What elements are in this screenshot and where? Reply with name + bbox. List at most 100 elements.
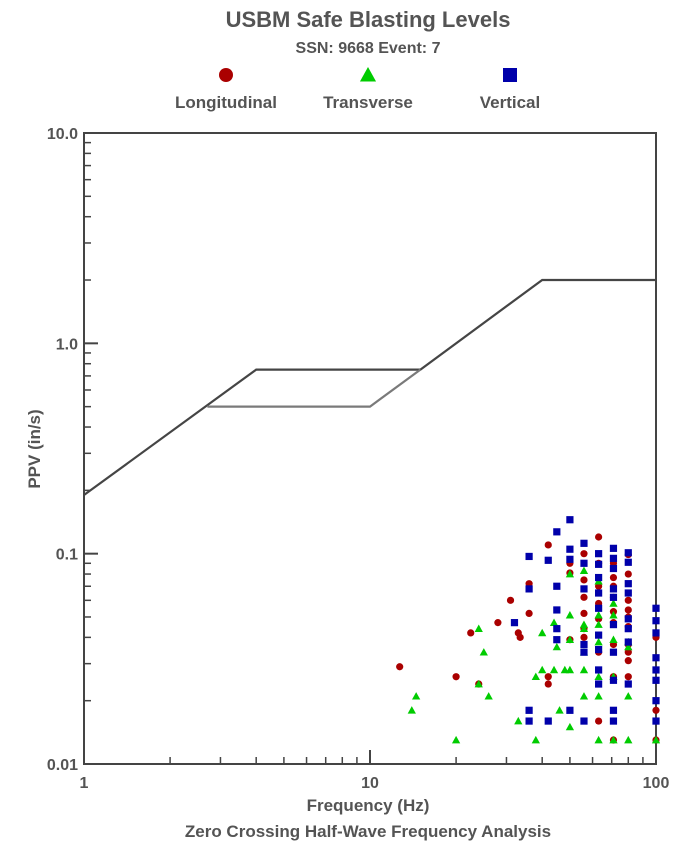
vertical-point	[624, 558, 632, 566]
x-axis-sublabel: Zero Crossing Half-Wave Frequency Analys…	[185, 822, 551, 841]
y-axis-label: PPV (in/s)	[25, 409, 44, 488]
vertical-legend-marker	[503, 68, 517, 82]
transverse-point	[407, 706, 416, 714]
transverse-point	[451, 735, 461, 744]
transverse-point	[565, 665, 575, 674]
transverse-point	[565, 635, 575, 643]
vertical-point	[566, 555, 574, 563]
vertical-point	[553, 636, 561, 644]
longitudinal-point	[624, 673, 632, 681]
transverse-point	[609, 599, 618, 607]
transverse-point	[531, 672, 540, 681]
vertical-point	[609, 554, 618, 562]
transverse-point	[538, 628, 547, 637]
transverse-legend-marker	[359, 66, 377, 82]
vertical-point	[595, 666, 603, 674]
transverse-point	[579, 620, 589, 628]
vertical-point	[566, 706, 574, 714]
vertical-point	[580, 585, 588, 593]
vertical-point	[595, 631, 603, 639]
longitudinal-point	[609, 573, 618, 582]
legend: Longitudinal Transverse Vertical	[175, 66, 541, 112]
vertical-point	[652, 717, 660, 725]
vertical-point	[624, 615, 632, 623]
longitudinal-point	[580, 633, 588, 641]
vertical-point	[609, 648, 618, 656]
y-tick-label: 10.0	[47, 126, 78, 143]
safe-level-lines	[83, 278, 656, 496]
transverse-point	[549, 618, 559, 626]
vertical-legend-label: Vertical	[480, 93, 541, 112]
transverse-point	[565, 569, 575, 578]
vertical-point	[652, 676, 660, 684]
longitudinal-point	[452, 673, 460, 681]
longitudinal-point	[396, 663, 404, 671]
vertical-point	[595, 560, 603, 568]
transverse-point	[609, 611, 618, 619]
vertical-point	[624, 638, 632, 646]
longitudinal-point	[595, 717, 603, 725]
vertical-point	[624, 589, 632, 597]
vertical-point	[566, 545, 574, 553]
vertical-point	[624, 680, 632, 688]
vertical-point	[580, 648, 588, 656]
vertical-point	[595, 550, 603, 558]
transverse-point	[651, 735, 661, 744]
vertical-point	[566, 516, 574, 524]
transverse-point	[555, 706, 564, 714]
limit-line-upper	[83, 278, 656, 496]
longitudinal-point	[467, 629, 475, 637]
longitudinal-point	[506, 596, 515, 604]
y-tick-label: 1.0	[56, 336, 78, 353]
vertical-point	[595, 604, 603, 612]
transverse-point	[538, 665, 547, 674]
transverse-point	[594, 692, 603, 700]
longitudinal-legend-marker	[219, 68, 233, 82]
x-tick-label: 1	[80, 775, 89, 792]
vertical-point	[580, 717, 588, 725]
transverse-point	[484, 692, 493, 700]
y-tick-label: 0.1	[56, 547, 78, 564]
chart-subtitle: SSN: 9668 Event: 7	[296, 40, 441, 57]
vertical-point	[624, 549, 632, 557]
x-tick-label: 100	[643, 775, 670, 792]
vertical-point	[553, 606, 561, 614]
vertical-point	[595, 589, 603, 597]
chart-title: USBM Safe Blasting Levels	[226, 7, 511, 32]
vertical-point	[580, 640, 588, 649]
vertical-point	[624, 625, 632, 633]
transverse-point	[579, 665, 589, 674]
vertical-point	[510, 619, 519, 627]
transverse-point	[549, 665, 559, 674]
vertical-point	[609, 717, 618, 725]
longitudinal-point	[516, 633, 524, 641]
y-tick-label: 0.01	[47, 757, 78, 774]
vertical-point	[652, 617, 660, 625]
transverse-point	[594, 611, 603, 619]
longitudinal-point	[544, 680, 552, 688]
transverse-legend-label: Transverse	[323, 93, 413, 112]
longitudinal-point	[544, 541, 552, 549]
vertical-point	[580, 559, 588, 567]
vertical-point	[525, 706, 533, 714]
x-tick-label: 10	[361, 775, 379, 792]
transverse-point	[609, 735, 618, 744]
longitudinal-point	[580, 550, 588, 558]
longitudinal-point	[525, 609, 533, 618]
transverse-point	[594, 672, 603, 681]
transverse-point	[474, 624, 483, 632]
vertical-point	[553, 625, 561, 633]
transverse-point	[594, 735, 603, 744]
vertical-point	[580, 539, 588, 547]
vertical-point	[652, 654, 660, 662]
longitudinal-point	[580, 609, 588, 618]
transverse-point	[594, 637, 603, 646]
longitudinal-point	[624, 606, 632, 614]
vertical-point	[609, 564, 618, 573]
transverse-point	[624, 735, 633, 744]
limit-line-lower	[207, 368, 422, 408]
vertical-point	[609, 544, 618, 552]
transverse-point	[531, 735, 540, 744]
vertical-point	[595, 645, 603, 654]
